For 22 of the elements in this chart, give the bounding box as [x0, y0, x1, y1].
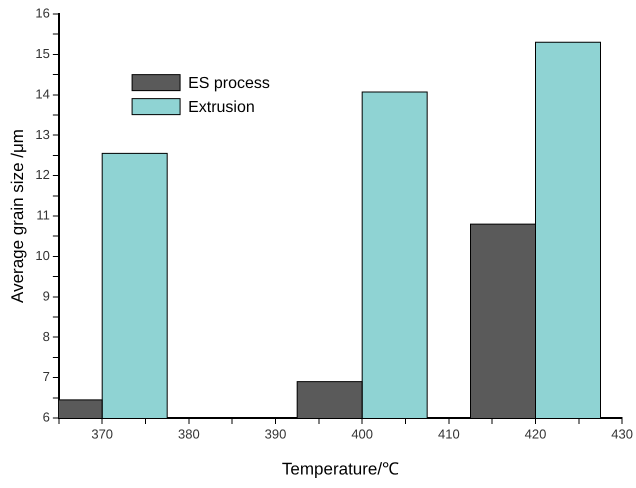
- y-tick-label: 14: [35, 86, 50, 102]
- x-tick-label: 430: [611, 426, 634, 442]
- x-tick-label: 390: [264, 426, 286, 442]
- x-tick-label: 370: [91, 426, 114, 442]
- y-tick-label: 13: [35, 126, 50, 142]
- x-axis-title: Temperature/℃: [282, 459, 400, 478]
- x-tick-label: 420: [524, 426, 546, 442]
- y-tick-label: 10: [35, 248, 50, 263]
- y-axis-title: Average grain size /μm: [8, 129, 27, 303]
- x-tick-label: 380: [178, 426, 200, 442]
- y-tick-label: 12: [35, 167, 50, 182]
- y-tick-label: 11: [36, 208, 50, 223]
- x-tick-label: 410: [438, 426, 460, 442]
- y-tick-label: 8: [42, 328, 50, 344]
- y-tick-label: 16: [35, 6, 50, 21]
- y-tick-label: 6: [42, 410, 50, 425]
- y-tick-label: 7: [42, 369, 50, 384]
- y-tick-label: 9: [42, 288, 50, 304]
- y-tick-label: 15: [35, 46, 50, 61]
- x-tick-label: 400: [351, 426, 374, 442]
- legend-label: ES process: [188, 75, 270, 92]
- legend-label: Extrusion: [188, 99, 255, 116]
